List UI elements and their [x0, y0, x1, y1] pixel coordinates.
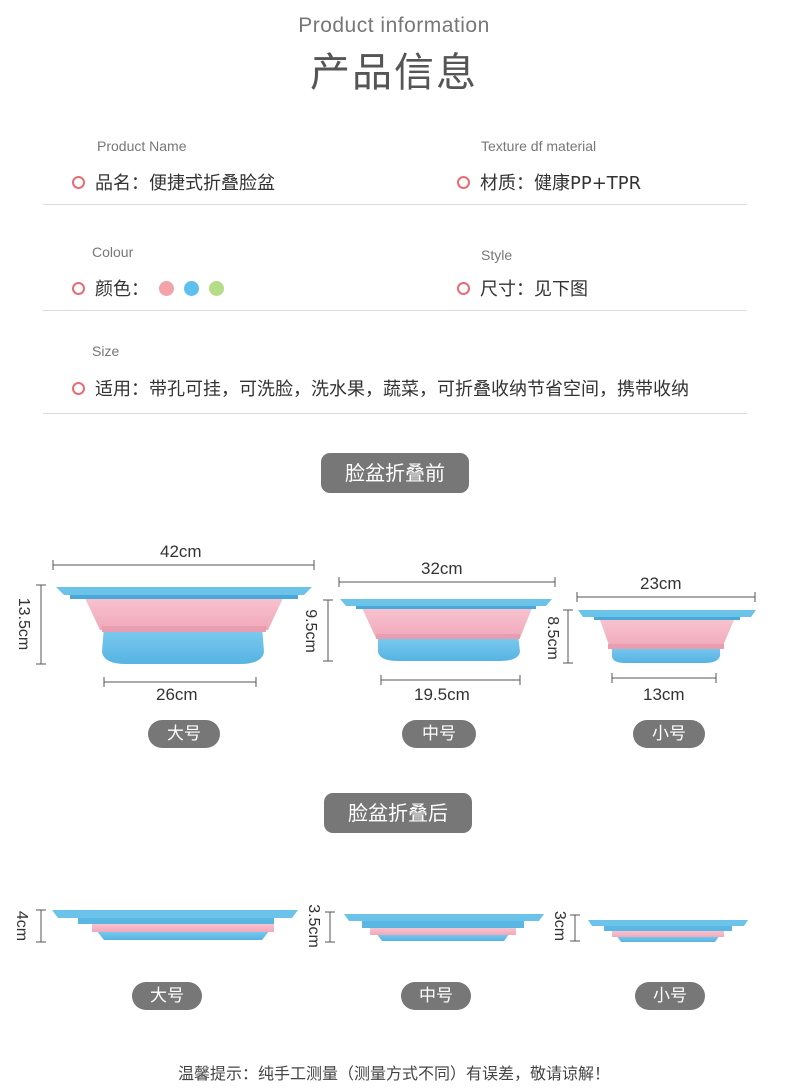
colour-swatch-pink [159, 280, 174, 296]
tag-large-folded: 大号 [132, 982, 202, 1010]
large-top-width: 42cm [160, 542, 202, 561]
tag-medium: 中号 [402, 720, 476, 748]
colour-swatch-green [209, 280, 224, 296]
dimension-lines-small-folded [570, 914, 580, 942]
tag-medium-folded: 中号 [401, 982, 471, 1010]
size-label-en: Size [92, 343, 120, 359]
basin-medium-folded [344, 914, 544, 941]
tag-small-folded: 小号 [635, 982, 705, 1010]
large-height: 13.5cm [15, 597, 32, 651]
bullet-icon [72, 381, 85, 395]
product-name-label-en: Product Name [97, 138, 187, 154]
dimension-lines-small [563, 592, 756, 683]
small-height: 8.5cm [544, 616, 561, 660]
bullet-icon [72, 281, 85, 295]
basin-medium-unfolded [340, 599, 552, 661]
title-chinese: 产品信息 [310, 50, 478, 96]
colour-label: 颜色： [95, 279, 149, 300]
title-english: Product information [298, 14, 490, 37]
product-name-row: 品名：便捷式折叠脸盆 [72, 169, 275, 195]
tag-small: 小号 [633, 720, 705, 748]
basin-large-unfolded [56, 587, 312, 664]
medium-bottom-width: 19.5cm [414, 685, 470, 704]
small-bottom-width: 13cm [643, 685, 685, 704]
before-folding-label: 脸盆折叠前 [321, 453, 469, 493]
small-folded-height: 3cm [551, 910, 568, 942]
medium-top-width: 32cm [421, 559, 463, 578]
usage-row: 适用：带孔可挂，可洗脸，洗水果，蔬菜，可折叠收纳节省空间，携带收纳 [72, 375, 689, 401]
dimension-lines-large-folded [36, 909, 46, 943]
material: 材质：健康PP+TPR [480, 173, 642, 194]
basin-small-unfolded [578, 610, 756, 663]
bullet-icon [457, 175, 470, 189]
material-row: 材质：健康PP+TPR [457, 169, 641, 195]
colour-swatch-blue [184, 280, 199, 296]
colour-row: 颜色： [72, 275, 224, 301]
large-bottom-width: 26cm [156, 685, 198, 704]
colour-label-en: Colour [92, 244, 134, 260]
large-folded-height: 4cm [13, 910, 30, 942]
product-name: 品名：便捷式折叠脸盆 [95, 173, 275, 194]
medium-height: 9.5cm [302, 609, 319, 653]
divider [43, 204, 747, 205]
divider [43, 413, 747, 414]
material-label-en: Texture df material [481, 138, 597, 154]
medium-folded-height: 3.5cm [305, 904, 322, 948]
small-top-width: 23cm [640, 574, 682, 593]
style-row: 尺寸：见下图 [457, 275, 588, 301]
after-folding-label: 脸盆折叠后 [324, 793, 472, 833]
usage: 适用：带孔可挂，可洗脸，洗水果，蔬菜，可折叠收纳节省空间，携带收纳 [95, 379, 689, 400]
divider [43, 310, 747, 311]
footer-note: 温馨提示：纯手工测量（测量方式不同）有误差，敬请谅解！ [177, 1064, 610, 1083]
dimension-lines-medium [323, 577, 556, 685]
tag-large: 大号 [148, 720, 220, 748]
basin-small-folded [588, 920, 748, 942]
style-label-en: Style [481, 247, 513, 263]
dimension-lines-medium-folded [325, 911, 335, 943]
dimension-lines-large [36, 560, 315, 687]
bullet-icon [72, 175, 85, 189]
basin-large-folded [52, 910, 298, 940]
bullet-icon [457, 281, 470, 295]
style: 尺寸：见下图 [480, 279, 588, 300]
